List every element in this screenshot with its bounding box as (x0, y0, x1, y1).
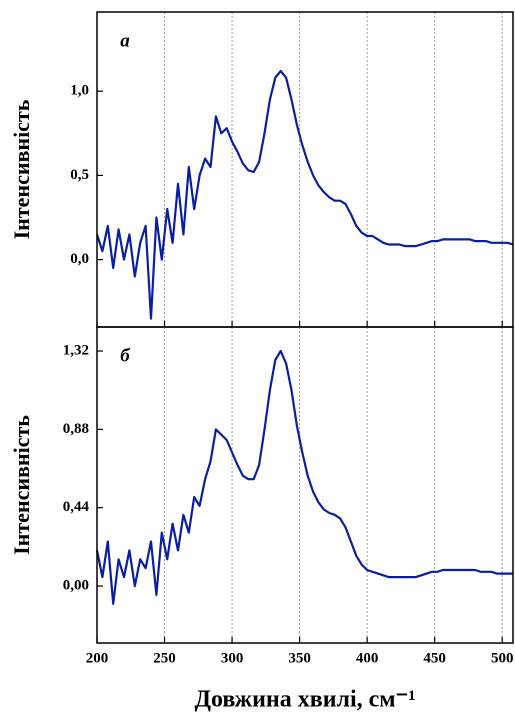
series-line (95, 69, 514, 320)
y-tick-label: 0,44 (63, 499, 90, 515)
plot-frame (96, 326, 514, 644)
y-axis-label: Інтенсивність (9, 99, 34, 239)
y-axis-label: Інтенсивність (9, 415, 34, 555)
x-tick-label: 350 (288, 650, 311, 666)
x-tick-label: 300 (221, 650, 244, 666)
x-tick-label: 400 (356, 650, 379, 666)
plot-frame (96, 11, 514, 328)
y-tick-label: 1,0 (70, 83, 89, 99)
x-tick-label: 450 (423, 650, 446, 666)
series-line (95, 349, 513, 605)
x-tick-label: 500 (491, 650, 514, 666)
x-tick-label: 250 (153, 650, 176, 666)
y-tick-label: 1,32 (63, 342, 89, 358)
x-axis-label: Довжина хвилі, см⁻¹ (194, 687, 415, 713)
y-tick-label: 0,00 (63, 577, 89, 593)
y-tick-label: 0,5 (70, 167, 89, 183)
panel-label: б (120, 345, 131, 366)
y-tick-label: 0,88 (63, 421, 89, 437)
y-tick-label: 0,0 (70, 251, 89, 267)
x-tick-label: 200 (86, 650, 109, 666)
panel-label: a (120, 30, 130, 51)
